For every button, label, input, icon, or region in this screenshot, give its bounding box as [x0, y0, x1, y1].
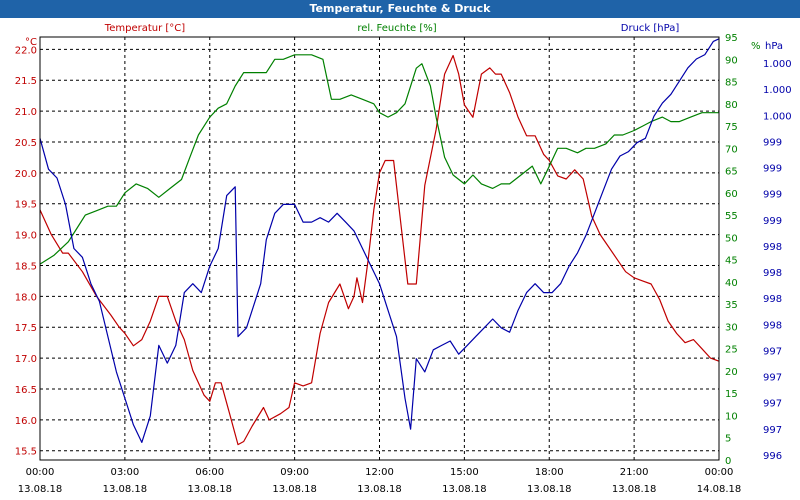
grid	[40, 37, 719, 460]
humidity-tick-label: 50	[725, 233, 738, 244]
series-line-pressure	[39, 38, 720, 443]
humidity-tick-label: 20	[725, 367, 738, 378]
temp-tick-label: 17.5	[15, 323, 37, 334]
x-tick-time: 09:00	[280, 467, 309, 478]
temp-unit-label: °C	[25, 37, 37, 48]
humidity-tick-label: 40	[725, 278, 738, 289]
x-tick-time: 00:00	[26, 467, 55, 478]
pressure-tick-label: 999	[763, 190, 782, 201]
pressure-tick-label: 1.000	[763, 85, 792, 96]
pressure-tick-label: 996	[763, 451, 782, 462]
temp-tick-label: 22.0	[15, 45, 37, 56]
x-tick-time: 06:00	[195, 467, 224, 478]
axis-labels: 00:00 13.08.18 03:00 13.08.18 06:00 13.08.18 0…	[15, 23, 792, 495]
pressure-tick-label: 998	[763, 242, 782, 253]
humidity-tick-label: 70	[725, 144, 738, 155]
temp-tick-label: 18.5	[15, 261, 37, 272]
humidity-tick-label: 60	[725, 189, 738, 200]
pressure-tick-label: 997	[763, 425, 782, 436]
x-tick-time: 03:00	[110, 467, 139, 478]
temp-tick-label: 19.0	[15, 231, 37, 242]
humidity-tick-label: 30	[725, 322, 738, 333]
humidity-tick-label: 45	[725, 256, 738, 267]
pressure-axis-title: Druck [hPa]	[621, 23, 680, 34]
temp-tick-label: 21.0	[15, 107, 37, 118]
pressure-tick-label: 999	[763, 216, 782, 227]
x-tick-time: 15:00	[450, 467, 479, 478]
series-line-humidity	[39, 54, 719, 265]
x-tick-time: 12:00	[365, 467, 394, 478]
x-tick-date: 13.08.18	[357, 484, 402, 495]
temp-tick-label: 16.5	[15, 385, 37, 396]
pressure-tick-label: 997	[763, 399, 782, 410]
temp-tick-label: 17.0	[15, 354, 37, 365]
series-lines	[39, 38, 720, 446]
temp-tick-label: 21.5	[15, 76, 37, 87]
x-tick-date: 13.08.18	[612, 484, 657, 495]
humidity-unit-label: %	[751, 41, 761, 52]
humidity-tick-label: 90	[725, 55, 738, 66]
x-tick-time: 21:00	[620, 467, 649, 478]
humidity-tick-label: 75	[725, 122, 738, 133]
plot-frame	[39, 36, 720, 461]
pressure-tick-label: 999	[763, 137, 782, 148]
temp-tick-label: 15.5	[15, 447, 37, 458]
pressure-tick-label: 1.000	[763, 59, 792, 70]
humidity-tick-label: 65	[725, 167, 738, 178]
pressure-unit-label: hPa	[765, 41, 783, 52]
temp-tick-label: 16.0	[15, 416, 37, 427]
humidity-tick-label: 5	[725, 434, 731, 445]
humidity-tick-label: 0	[725, 456, 731, 467]
x-tick-date: 13.08.18	[187, 484, 232, 495]
x-tick-date: 13.08.18	[103, 484, 148, 495]
pressure-tick-label: 998	[763, 268, 782, 279]
temp-tick-label: 18.0	[15, 292, 37, 303]
series-line-temperature	[39, 54, 720, 446]
temp-tick-label: 20.0	[15, 169, 37, 180]
temp-tick-label: 19.5	[15, 200, 37, 211]
humidity-tick-label: 55	[725, 211, 738, 222]
chart-title: Temperatur, Feuchte & Druck	[0, 0, 800, 18]
chart-canvas: 00:00 13.08.18 03:00 13.08.18 06:00 13.08.18 0…	[15, 23, 792, 495]
humidity-tick-label: 95	[725, 33, 738, 44]
pressure-tick-label: 1.000	[763, 111, 792, 122]
humidity-tick-label: 10	[725, 411, 738, 422]
pressure-tick-label: 997	[763, 373, 782, 384]
x-tick-time: 00:00	[705, 467, 734, 478]
humidity-tick-label: 15	[725, 389, 738, 400]
temp-axis-title: Temperatur [°C]	[104, 23, 185, 34]
humidity-tick-label: 35	[725, 300, 738, 311]
x-tick-time: 18:00	[535, 467, 564, 478]
x-tick-date: 13.08.18	[272, 484, 317, 495]
x-tick-date: 13.08.18	[527, 484, 572, 495]
x-tick-date: 14.08.18	[697, 484, 742, 495]
temp-tick-label: 20.5	[15, 138, 37, 149]
humidity-axis-title: rel. Feuchte [%]	[357, 23, 436, 34]
x-tick-date: 13.08.18	[18, 484, 63, 495]
x-tick-date: 13.08.18	[442, 484, 487, 495]
pressure-tick-label: 998	[763, 294, 782, 305]
humidity-tick-label: 85	[725, 78, 738, 89]
pressure-tick-label: 997	[763, 346, 782, 357]
humidity-tick-label: 80	[725, 100, 738, 111]
pressure-tick-label: 999	[763, 164, 782, 175]
pressure-tick-label: 998	[763, 320, 782, 331]
humidity-tick-label: 25	[725, 345, 738, 356]
